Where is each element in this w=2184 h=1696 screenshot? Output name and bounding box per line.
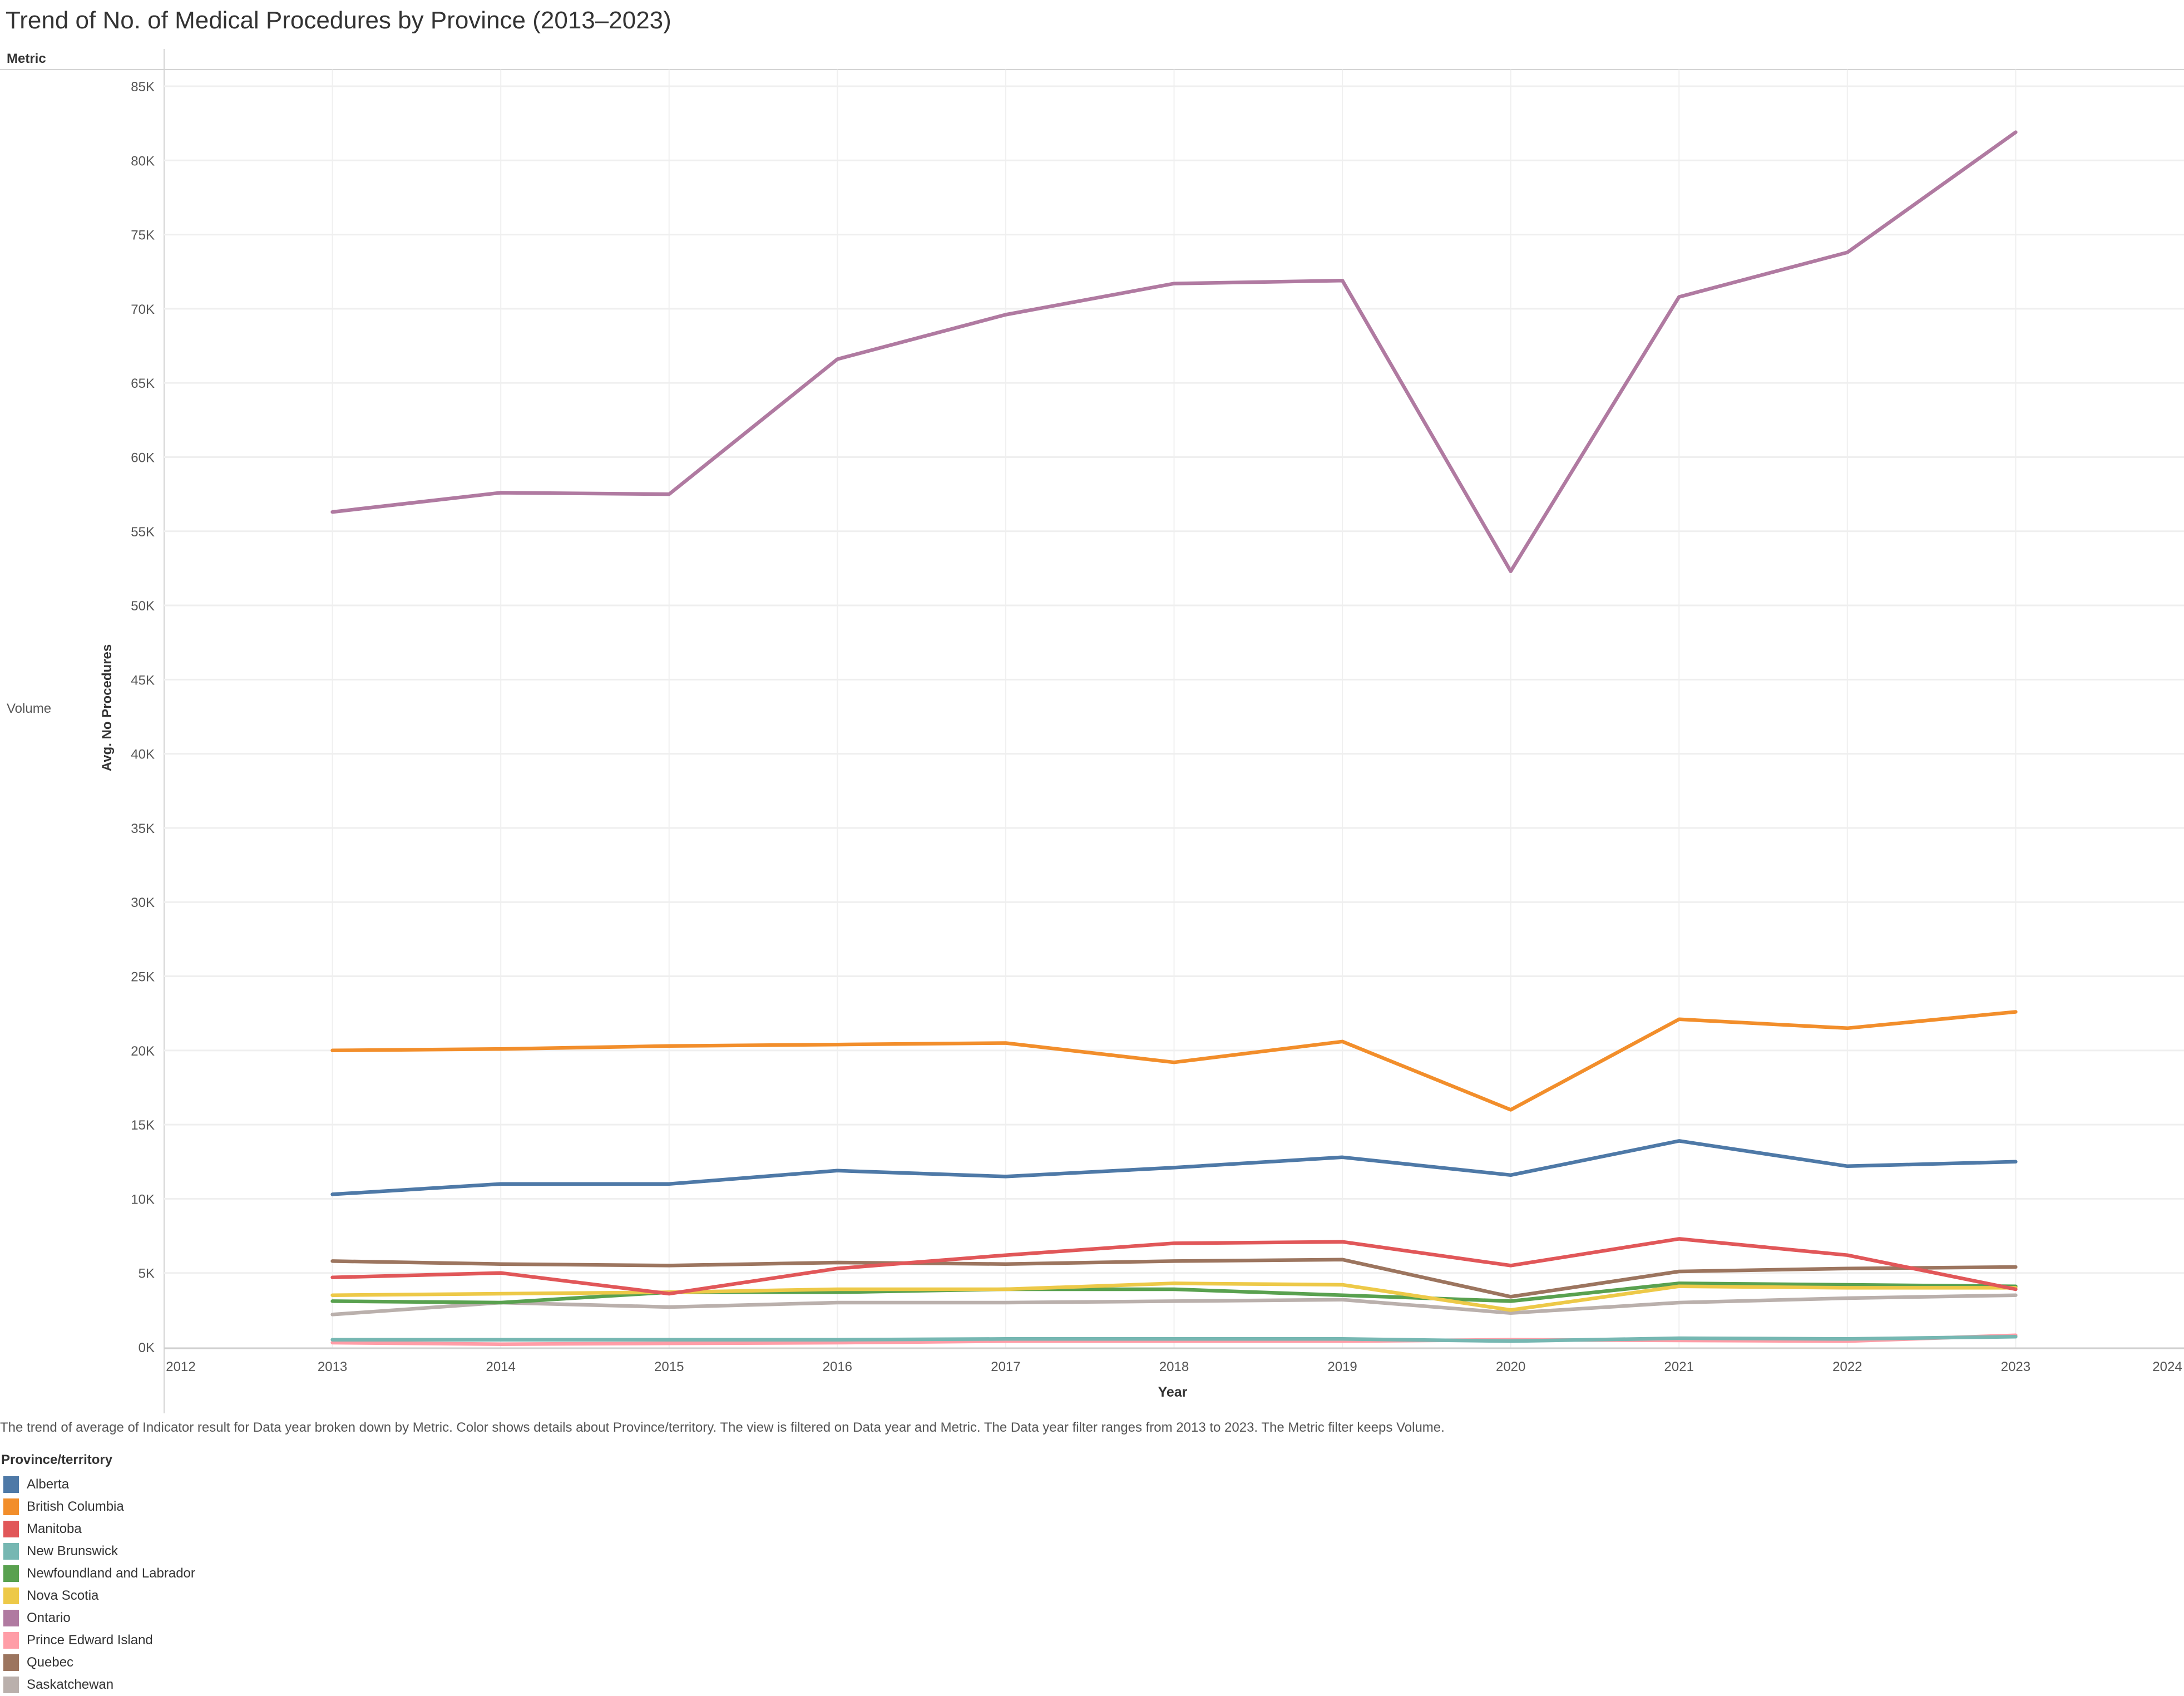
legend-swatch xyxy=(3,1476,19,1493)
legend-swatch xyxy=(3,1565,19,1582)
chart-title: Trend of No. of Medical Procedures by Pr… xyxy=(6,7,671,34)
series-line-british-columbia xyxy=(330,1010,2018,1112)
x-tick-label: 2012 xyxy=(166,1359,195,1374)
series-line-quebec xyxy=(330,1258,2018,1299)
legend-item[interactable]: New Brunswick xyxy=(3,1540,195,1562)
series-line-alberta xyxy=(330,1139,2018,1196)
legend-swatch xyxy=(3,1632,19,1649)
y-tick-label: 80K xyxy=(131,154,155,169)
y-tick-label: 15K xyxy=(131,1118,155,1133)
legend-swatch xyxy=(3,1587,19,1604)
legend-label: Alberta xyxy=(27,1477,70,1492)
legend-label: New Brunswick xyxy=(27,1544,118,1559)
y-tick-label: 30K xyxy=(131,895,155,910)
legend-label: Nova Scotia xyxy=(27,1588,99,1603)
x-tick-label: 2021 xyxy=(1664,1359,1694,1374)
legend-swatch xyxy=(3,1654,19,1671)
y-tick-label: 55K xyxy=(131,525,155,540)
legend-item[interactable]: Saskatchewan xyxy=(3,1674,195,1696)
y-tick-label: 85K xyxy=(131,80,155,95)
y-tick-label: 35K xyxy=(131,821,155,836)
line-chart: 2012 2013 2014 2015 2016 2017 2018 2019 2020 2021… xyxy=(0,49,2184,1413)
legend-label: Ontario xyxy=(27,1610,71,1625)
legend-swatch xyxy=(3,1498,19,1515)
legend-swatch xyxy=(3,1610,19,1626)
series-line-prince-edward-island xyxy=(330,1333,2018,1346)
x-tick-label: 2024 xyxy=(2152,1359,2182,1374)
legend-swatch xyxy=(3,1543,19,1560)
x-axis-label: Year xyxy=(1158,1384,1188,1400)
legend-label: British Columbia xyxy=(27,1499,124,1514)
series-line-ontario xyxy=(330,130,2018,573)
legend-item[interactable]: Quebec xyxy=(3,1651,195,1674)
y-tick-label: 45K xyxy=(131,673,155,688)
legend-item[interactable]: Newfoundland and Labrador xyxy=(3,1562,195,1585)
x-tick-label: 2013 xyxy=(318,1359,347,1374)
y-tick-label: 50K xyxy=(131,599,155,614)
legend-item[interactable]: British Columbia xyxy=(3,1496,195,1518)
y-tick-label: 25K xyxy=(131,970,155,985)
legend-label: Manitoba xyxy=(27,1521,82,1536)
y-tick-label: 75K xyxy=(131,228,155,243)
y-tick-label: 65K xyxy=(131,376,155,391)
series-line-new-brunswick xyxy=(330,1335,2018,1343)
y-tick-label: 0K xyxy=(139,1340,155,1355)
y-tick-label: 20K xyxy=(131,1044,155,1059)
series-line-nova-scotia xyxy=(330,1281,2018,1312)
x-tick-label: 2023 xyxy=(2001,1359,2030,1374)
metric-column-header: Metric xyxy=(7,51,46,66)
legend-item[interactable]: Alberta xyxy=(3,1473,195,1496)
x-tick-label: 2018 xyxy=(1159,1359,1189,1374)
series-line-saskatchewan xyxy=(330,1293,2018,1317)
y-tick-label: 70K xyxy=(131,302,155,317)
x-tick-label: 2019 xyxy=(1327,1359,1357,1374)
legend-label: Saskatchewan xyxy=(27,1677,114,1692)
y-tick-label: 10K xyxy=(131,1192,155,1207)
series-line-newfoundland-and-labrador xyxy=(330,1281,2018,1305)
x-tick-label: 2016 xyxy=(823,1359,852,1374)
legend: Alberta British Columbia Manitoba New Bruns… xyxy=(3,1473,195,1696)
legend-swatch xyxy=(3,1521,19,1537)
legend-item[interactable]: Nova Scotia xyxy=(3,1585,195,1607)
legend-label: Prince Edward Island xyxy=(27,1633,153,1648)
y-tick-label: 5K xyxy=(139,1266,155,1281)
x-tick-label: 2014 xyxy=(486,1359,515,1374)
x-tick-label: 2022 xyxy=(1832,1359,1862,1374)
legend-label: Quebec xyxy=(27,1655,74,1670)
x-tick-label: 2017 xyxy=(991,1359,1020,1374)
metric-row-label: Volume xyxy=(7,701,52,716)
x-tick-label: 2020 xyxy=(1496,1359,1525,1374)
legend-title: Province/territory xyxy=(1,1452,113,1467)
x-tick-label: 2015 xyxy=(654,1359,684,1374)
chart-caption: The trend of average of Indicator result… xyxy=(0,1420,1445,1435)
legend-label: Newfoundland and Labrador xyxy=(27,1566,195,1581)
y-tick-label: 60K xyxy=(131,450,155,465)
series-line-manitoba xyxy=(330,1237,2018,1296)
legend-item[interactable]: Manitoba xyxy=(3,1518,195,1540)
legend-item[interactable]: Prince Edward Island xyxy=(3,1629,195,1651)
legend-item[interactable]: Ontario xyxy=(3,1607,195,1629)
y-tick-label: 40K xyxy=(131,747,155,762)
legend-swatch xyxy=(3,1677,19,1693)
